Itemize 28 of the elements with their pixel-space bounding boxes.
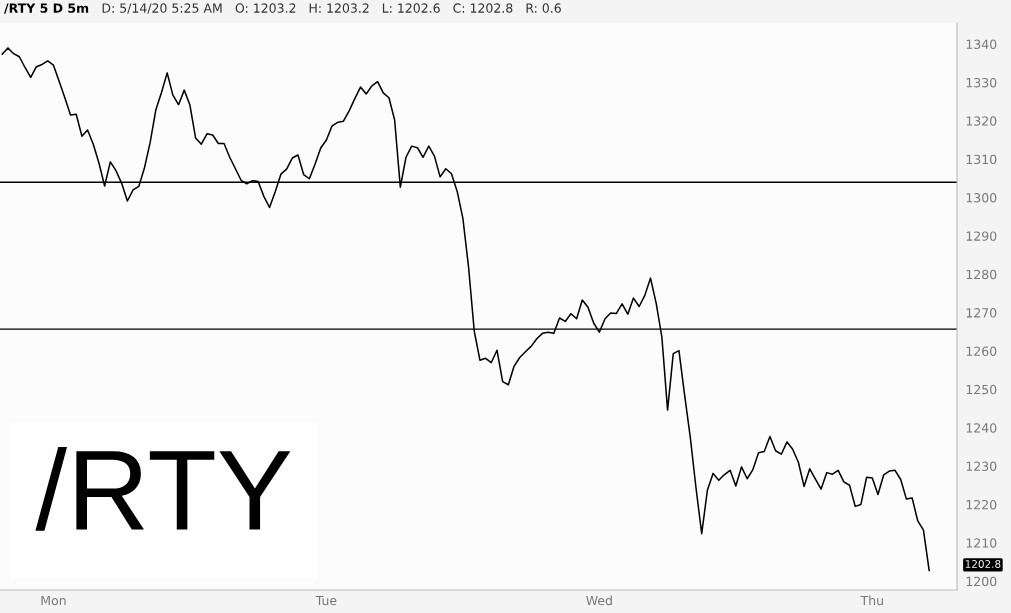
x-tick-label: Wed xyxy=(586,595,612,606)
y-tick-label: 1220 xyxy=(966,499,997,510)
y-tick-label: 1310 xyxy=(966,154,997,165)
y-tick-label: 1230 xyxy=(966,461,997,472)
text: C: 1202.8 xyxy=(453,3,513,13)
y-tick-label: 1240 xyxy=(966,423,997,433)
text: O: 1203.2 xyxy=(235,3,296,13)
text: L: 1202.6 xyxy=(382,3,440,13)
x-tick-label: Thu xyxy=(860,595,883,606)
y-tick-label: 1200 xyxy=(966,576,997,587)
text: R: 0.6 xyxy=(526,3,561,13)
y-tick-label: 1290 xyxy=(966,231,997,241)
y-tick-label: 1280 xyxy=(966,269,997,280)
x-tick-label: Tue xyxy=(315,595,337,606)
y-tick-label: 1210 xyxy=(966,538,997,548)
chart-title: /RTY 5 D 5m xyxy=(4,3,89,14)
text: 1202.8 xyxy=(965,560,1001,568)
y-tick-label: 1320 xyxy=(966,116,997,126)
y-tick-label: 1250 xyxy=(966,384,997,395)
y-tick-label: 1330 xyxy=(966,77,997,88)
y-tick-label: 1260 xyxy=(966,346,997,356)
y-tick-label: 1270 xyxy=(966,308,997,318)
text: D: 5/14/20 5:25 AM xyxy=(102,3,222,14)
text: H: 1203.2 xyxy=(309,3,369,13)
annotation: /RTY xyxy=(35,446,291,531)
y-tick-label: 1300 xyxy=(966,193,997,203)
x-tick-label: Mon xyxy=(41,595,66,606)
y-tick-label: 1340 xyxy=(966,39,997,50)
